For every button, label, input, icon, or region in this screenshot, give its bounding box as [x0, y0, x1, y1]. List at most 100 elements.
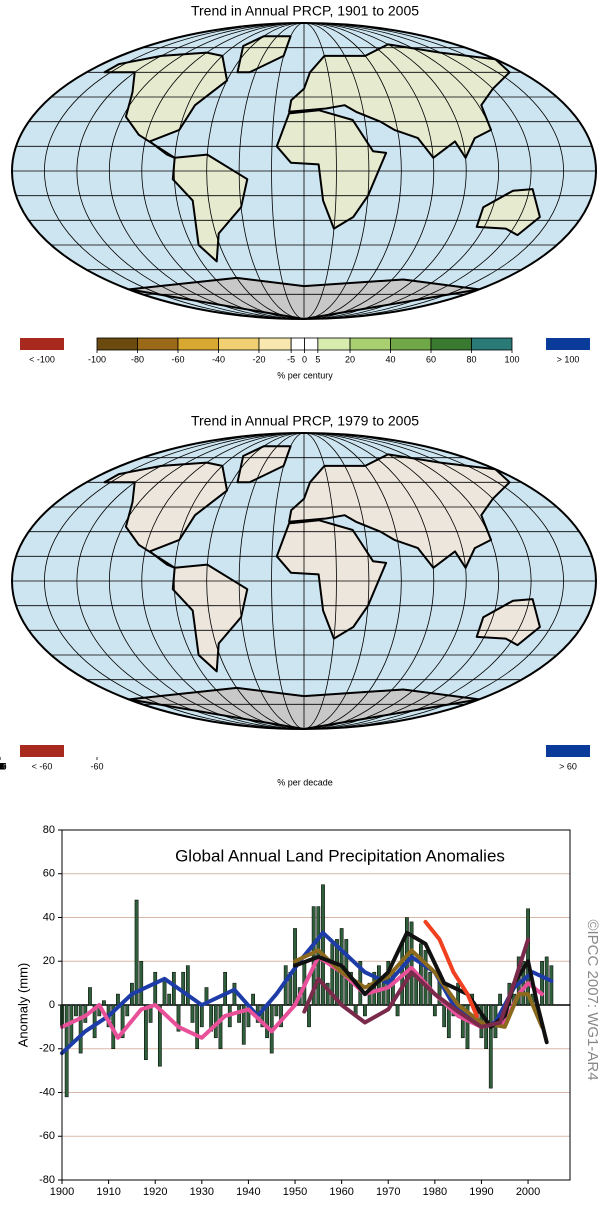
colorbar-tick-label: -80	[131, 354, 144, 364]
y-tick-label: 60	[43, 868, 55, 880]
bar	[349, 971, 353, 1006]
bar	[74, 1004, 78, 1017]
colorbar-segment	[137, 337, 179, 351]
land	[288, 453, 511, 569]
colorbar-tick-label: -60	[90, 761, 103, 771]
meridian	[238, 433, 370, 729]
bar	[223, 971, 228, 1006]
colorbar-tick-label: -20	[252, 354, 265, 364]
bar	[442, 1004, 447, 1028]
colorbar-tick-label: -100	[88, 354, 106, 364]
colorbar-segment	[290, 337, 305, 351]
bar	[218, 1004, 223, 1049]
map-layer	[12, 433, 596, 729]
bar	[432, 1004, 437, 1017]
land	[103, 461, 228, 569]
bar	[363, 1004, 367, 1017]
bar	[139, 961, 144, 1006]
bar	[465, 1004, 470, 1049]
y-axis-label: Anomaly (mm)	[15, 963, 30, 1048]
bar	[176, 1004, 181, 1032]
land	[103, 51, 228, 159]
y-tick-label: 20	[43, 955, 55, 967]
colorbar-tick-label: 15	[0, 761, 5, 771]
bar	[423, 950, 428, 1006]
colorbar-tick-label: -45	[0, 761, 7, 771]
smoothed-line	[423, 919, 479, 1018]
meridian	[141, 23, 467, 319]
x-tick-label: 1950	[283, 1186, 307, 1198]
plot	[58, 829, 570, 1184]
y-tick-label: 80	[43, 824, 55, 836]
meridian	[271, 433, 337, 729]
meridian	[44, 433, 564, 729]
bar	[488, 1004, 493, 1089]
colorbar-segment	[317, 337, 351, 351]
colorbar-tick-label: 0	[0, 761, 3, 771]
bar	[134, 899, 139, 1006]
colorbar-low	[20, 338, 64, 350]
x-tick-label: 2000	[516, 1186, 540, 1198]
meridian	[108, 23, 500, 319]
y-tick-label: -60	[39, 1130, 55, 1142]
colorbar-label: % per century	[277, 370, 333, 380]
x-tick-label: 1960	[329, 1186, 353, 1198]
meridian	[44, 23, 564, 319]
bar	[88, 987, 92, 1006]
colorbar-tick-label: 100	[504, 354, 519, 364]
meridian	[173, 433, 435, 729]
colorbar-tick-label: 30	[0, 761, 5, 771]
bar	[251, 993, 255, 1006]
colorbar-segment	[304, 337, 319, 351]
bar	[460, 1004, 465, 1039]
x-tick-label: 1980	[423, 1186, 447, 1198]
colorbar-segment	[390, 337, 432, 351]
bar	[549, 965, 554, 1006]
colorbar-label: % per decade	[277, 777, 333, 787]
bar	[167, 993, 172, 1006]
bar	[116, 993, 120, 1006]
colorbar-tick-label: -60	[171, 354, 184, 364]
colorbar-low-label: < -100	[29, 354, 55, 364]
meridian	[76, 23, 532, 319]
meridian	[141, 433, 467, 729]
bar	[260, 1004, 265, 1028]
x-tick-label: 1930	[190, 1186, 214, 1198]
colorbar-high	[546, 338, 590, 350]
bar	[232, 982, 237, 1006]
map-border	[11, 432, 597, 730]
colorbar-tick-label: -40	[212, 354, 225, 364]
meridian	[173, 23, 435, 319]
colorbar-tick-label: 45	[0, 761, 5, 771]
land	[288, 43, 511, 159]
credit: ©IPCC 2007: WG1-AR4	[584, 919, 601, 1080]
colorbar-segment	[177, 337, 219, 351]
colorbar-segment	[471, 337, 513, 351]
land	[475, 598, 541, 647]
bar	[274, 1004, 279, 1017]
x-tick-label: 1920	[143, 1186, 167, 1198]
bar	[185, 965, 190, 1006]
bar	[125, 1004, 130, 1017]
smoothed-line	[293, 948, 544, 1029]
colorbar-segment	[349, 337, 391, 351]
land	[475, 188, 541, 237]
x-tick-label: 1970	[376, 1186, 400, 1198]
plot-frame	[61, 829, 571, 1181]
bar	[78, 1004, 83, 1054]
smoothed-line	[302, 937, 531, 1029]
colorbar-segment	[430, 337, 472, 351]
bar	[195, 1004, 200, 1049]
colorbar-tick-label: 3	[0, 761, 3, 771]
colorbar-tick-label: -30	[0, 761, 7, 771]
colorbar-segment	[258, 337, 292, 351]
colorbar-high-label: > 60	[559, 761, 577, 771]
meridian	[271, 23, 337, 319]
bar	[526, 908, 530, 1006]
x-tick-label: 1910	[96, 1186, 120, 1198]
colorbar-tick-label: 20	[345, 354, 355, 364]
bar	[92, 1004, 97, 1039]
meridian	[108, 433, 500, 729]
colorbar-segment	[96, 337, 138, 351]
colorbar-tick-label: 40	[386, 354, 396, 364]
